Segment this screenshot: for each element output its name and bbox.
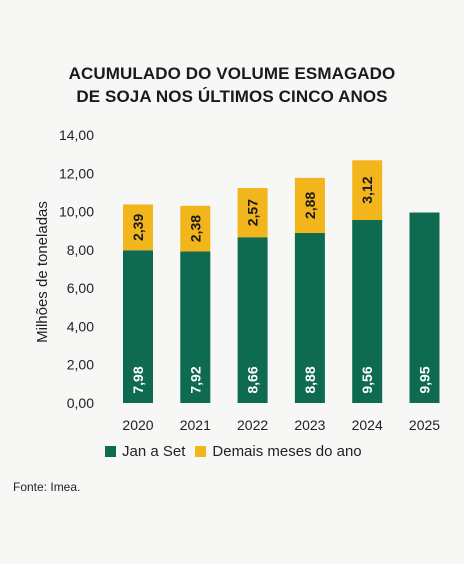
legend-label-demais-meses: Demais meses do ano — [212, 443, 362, 460]
bar-2020-demais-meses — [123, 204, 153, 251]
y-tick-label: 6,00 — [67, 280, 94, 296]
x-tick-label: 2024 — [352, 417, 383, 433]
data-label: 3,12 — [359, 176, 375, 203]
bar-2024-demais-meses — [352, 160, 383, 220]
legend: Jan a Set Demais meses do ano — [105, 443, 372, 460]
bar-2020-jan-set — [123, 250, 153, 403]
legend-swatch-demais-meses — [195, 446, 207, 457]
chart-title: ACUMULADO DO VOLUME ESMAGADO DE SOJA NOS… — [0, 62, 464, 108]
bar-2021-demais-meses — [180, 205, 211, 252]
data-label: 7,92 — [187, 366, 203, 393]
y-axis-label: Milhões de toneladas — [34, 201, 51, 343]
y-tick-label: 0,00 — [67, 395, 94, 411]
source-note: Fonte: Imea. — [13, 480, 81, 494]
y-tick-label: 4,00 — [67, 318, 94, 334]
data-label: 2,38 — [187, 215, 203, 242]
y-tick-label: 14,00 — [59, 127, 94, 143]
legend-item-jan-set: Jan a Set — [105, 443, 185, 460]
data-label: 2,88 — [302, 192, 318, 219]
y-tick-label: 12,00 — [59, 165, 94, 181]
y-tick-label: 8,00 — [67, 242, 94, 258]
data-label: 9,95 — [417, 366, 433, 393]
x-tick-label: 2023 — [294, 417, 325, 433]
x-tick-label: 2025 — [409, 417, 440, 433]
legend-label-jan-set: Jan a Set — [122, 443, 186, 460]
x-tick-label: 2020 — [122, 417, 153, 433]
data-label: 8,88 — [302, 366, 318, 393]
data-label: 8,66 — [245, 366, 261, 393]
legend-swatch-jan-set — [105, 446, 116, 457]
y-tick-label: 2,00 — [67, 357, 94, 373]
bar-2023-demais-meses — [294, 177, 325, 234]
chart-title-line-1: ACUMULADO DO VOLUME ESMAGADO — [68, 64, 396, 83]
x-tick-label: 2022 — [237, 417, 268, 433]
bar-2024-jan-set — [352, 219, 383, 403]
chart-title-line-2: DE SOJA NOS ÚLTIMOS CINCO ANOS — [76, 87, 388, 106]
bar-2022-jan-set — [237, 237, 268, 403]
data-label: 7,98 — [130, 366, 146, 393]
data-label: 2,57 — [245, 199, 261, 226]
y-tick-label: 10,00 — [59, 204, 94, 220]
bar-2022-demais-meses — [237, 188, 268, 238]
bar-2021-jan-set — [180, 251, 211, 403]
x-tick-label: 2021 — [180, 417, 211, 433]
bar-2023-jan-set — [294, 233, 325, 403]
data-label: 2,39 — [130, 214, 146, 241]
legend-item-demais-meses: Demais meses do ano — [195, 443, 362, 460]
data-label: 9,56 — [359, 366, 375, 393]
bar-2025-jan-set — [409, 212, 440, 403]
